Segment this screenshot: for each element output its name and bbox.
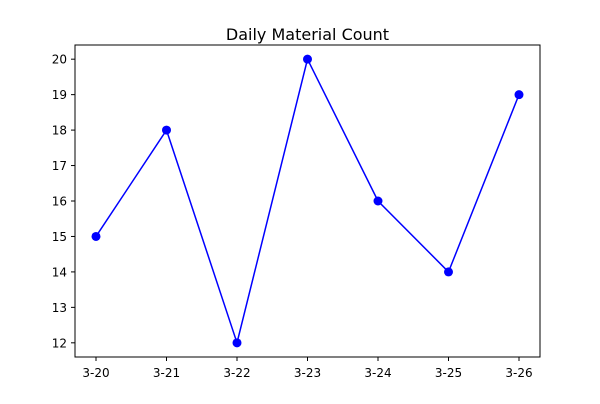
y-tick-label: 14 [52,265,67,279]
y-tick-label: 12 [52,336,67,350]
x-tick-label: 3-20 [82,366,109,380]
plot-series [91,54,524,348]
data-point [303,54,312,64]
data-point [232,338,242,348]
x-tick-label: 3-25 [435,366,462,380]
data-point [514,90,524,100]
data-point [91,231,101,241]
x-tick-label: 3-26 [505,366,532,380]
y-tick-label: 19 [52,88,67,102]
x-tick-label: 3-24 [364,366,391,380]
data-point [373,196,383,206]
y-tick-label: 16 [52,195,67,209]
axes: 12 13 14 15 16 17 18 19 20 3-20 3-21 3-22 3-23 3-24 3-… [52,44,541,380]
chart-title: Daily Material Count [226,25,389,44]
data-point [444,267,453,277]
x-tick-label: 3-22 [223,366,250,380]
y-tick-label: 18 [52,124,67,138]
y-tick-label: 17 [52,159,67,173]
x-tick-label: 3-21 [153,366,180,380]
y-tick-label: 15 [52,230,67,244]
x-tick-label: 3-23 [294,366,321,380]
data-point [162,125,171,135]
y-tick-label: 20 [52,53,67,67]
y-tick-label: 13 [52,301,67,315]
